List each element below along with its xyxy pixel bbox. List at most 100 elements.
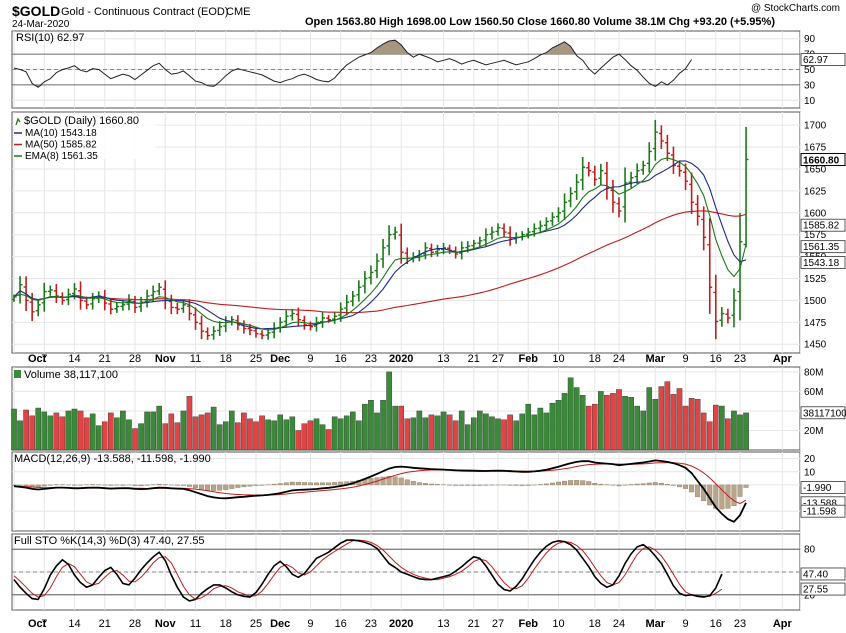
macd-hist-bar bbox=[199, 484, 205, 490]
time-axis-label: 18 bbox=[220, 353, 232, 365]
volume-bar bbox=[422, 417, 429, 451]
volume-bar bbox=[404, 418, 411, 451]
volume-bar bbox=[507, 414, 513, 451]
time-axis-label: Nov bbox=[155, 618, 177, 630]
volume-bar bbox=[398, 405, 405, 451]
volume-bar bbox=[380, 400, 386, 451]
volume-bar bbox=[283, 419, 290, 451]
volume-bar bbox=[59, 416, 66, 451]
axis-tick-label: 60M bbox=[804, 387, 823, 398]
volume-bar bbox=[17, 420, 23, 451]
ohlc-bar bbox=[568, 187, 574, 208]
macd-hist-bar bbox=[326, 482, 332, 486]
volume-bar bbox=[23, 409, 29, 451]
time-axis-label: 25 bbox=[250, 618, 262, 630]
volume-bar bbox=[676, 388, 683, 451]
volume-bar bbox=[313, 418, 320, 451]
volume-bar bbox=[132, 428, 138, 451]
macd-hist-bar bbox=[386, 476, 392, 486]
macd-hist-bar bbox=[428, 483, 434, 486]
volume-bar bbox=[265, 419, 271, 451]
macd-hist-bar bbox=[664, 484, 670, 486]
axis-tick-label: 80 bbox=[804, 545, 816, 556]
axis-tick-label: 20 bbox=[804, 454, 816, 465]
axis-tick-label: 1525 bbox=[804, 274, 827, 285]
ohlc-bar bbox=[695, 195, 701, 226]
time-axis-label: Apr bbox=[773, 618, 793, 630]
copyright-label: @ StockCharts.com bbox=[751, 3, 840, 14]
ohlc-bar bbox=[114, 302, 120, 313]
ohlc-bar bbox=[283, 310, 289, 328]
macd-hist-bar bbox=[719, 484, 725, 510]
axis-tick-label: 1675 bbox=[804, 143, 827, 154]
rsi-value-tag: 62.97 bbox=[803, 55, 828, 66]
axis-tick-label: 1650 bbox=[804, 164, 827, 175]
ohlc-bar bbox=[193, 307, 198, 330]
time-axis-label: 23 bbox=[365, 618, 377, 630]
macd-hist-bar bbox=[229, 484, 235, 489]
price-legend-bar-icon bbox=[15, 117, 21, 126]
volume-bar bbox=[192, 416, 199, 451]
volume-bar bbox=[458, 410, 465, 451]
ohlc-bar bbox=[616, 197, 622, 218]
exchange-label: CME bbox=[226, 6, 250, 18]
volume-bar bbox=[604, 395, 610, 451]
axis-tick-label: 90 bbox=[804, 34, 816, 45]
volume-legend-swatch bbox=[14, 370, 21, 378]
volume-bar bbox=[579, 395, 586, 451]
volume-bar bbox=[670, 394, 677, 451]
macd-title: MACD(12,26,9) -13.588, -11.598, -1.990 bbox=[14, 453, 211, 465]
volume-bar bbox=[446, 414, 453, 451]
ohlc-bar bbox=[295, 307, 301, 327]
volume-bar bbox=[180, 410, 187, 451]
ohlc-bar bbox=[211, 326, 217, 340]
macd-signal-tag: -11.598 bbox=[803, 507, 837, 518]
ohlc-bar bbox=[598, 163, 604, 186]
time-axis-label: 23 bbox=[734, 353, 746, 365]
volume-bar bbox=[713, 404, 719, 451]
volume-bar bbox=[107, 412, 114, 451]
time-axis-label: Oct bbox=[28, 353, 47, 365]
volume-bar bbox=[29, 415, 35, 451]
volume-bar bbox=[610, 393, 616, 451]
macd-hist-bar bbox=[592, 483, 598, 486]
volume-bar bbox=[743, 412, 749, 451]
time-axis-label: 14 bbox=[68, 353, 80, 365]
time-axis-label: 11 bbox=[190, 618, 201, 630]
macd-hist-bar bbox=[725, 484, 731, 509]
ohlc-bar bbox=[725, 308, 731, 324]
volume-bar bbox=[259, 415, 265, 451]
volume-bar bbox=[35, 407, 41, 451]
axis-tick-label: 30 bbox=[804, 80, 816, 91]
time-axis-label: 21 bbox=[468, 353, 480, 365]
ohlc-bar bbox=[543, 217, 549, 230]
volume-bar bbox=[471, 417, 477, 451]
macd-hist-bar bbox=[338, 481, 344, 486]
price-title: $GOLD (Daily) 1660.80 bbox=[24, 115, 139, 127]
volume-bar bbox=[47, 415, 54, 451]
time-axis-label: 9 bbox=[682, 618, 688, 630]
volume-bar bbox=[350, 411, 356, 451]
volume-bar bbox=[646, 387, 653, 451]
volume-bar bbox=[567, 377, 574, 451]
time-axis-label: 16 bbox=[335, 618, 347, 630]
volume-bar bbox=[573, 387, 580, 451]
volume-bar bbox=[271, 420, 277, 451]
sto-d-tag: 27.55 bbox=[803, 585, 828, 596]
volume-bar bbox=[168, 413, 175, 451]
volume-bar bbox=[725, 418, 731, 451]
macd-hist-bar bbox=[652, 482, 658, 486]
rsi-title: RSI(10) 62.97 bbox=[16, 32, 84, 44]
macd-hist-bar bbox=[223, 484, 229, 490]
price-current-box bbox=[800, 152, 846, 166]
volume-bar bbox=[186, 396, 193, 451]
volume-value-tag: 38117100 bbox=[803, 408, 846, 419]
volume-bar bbox=[616, 389, 622, 451]
macd-hist-bar bbox=[17, 484, 23, 486]
macd-hist-bar bbox=[11, 484, 17, 486]
macd-hist-bar bbox=[241, 484, 247, 488]
volume-bar bbox=[319, 424, 326, 451]
macd-hist-bar bbox=[307, 482, 313, 486]
volume-bar bbox=[144, 411, 150, 451]
